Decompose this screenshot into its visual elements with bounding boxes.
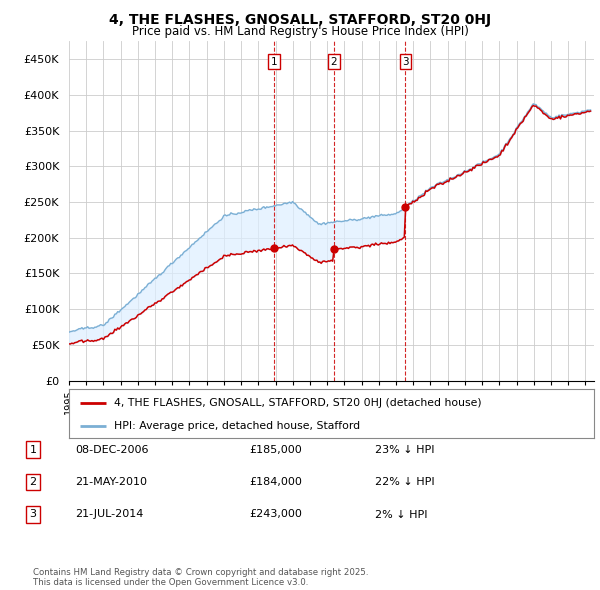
Text: £243,000: £243,000 (249, 510, 302, 519)
Text: 2% ↓ HPI: 2% ↓ HPI (375, 510, 427, 519)
Text: 22% ↓ HPI: 22% ↓ HPI (375, 477, 434, 487)
Text: £184,000: £184,000 (249, 477, 302, 487)
Text: 21-MAY-2010: 21-MAY-2010 (75, 477, 147, 487)
Text: 3: 3 (29, 510, 37, 519)
Text: Contains HM Land Registry data © Crown copyright and database right 2025.
This d: Contains HM Land Registry data © Crown c… (33, 568, 368, 587)
Text: 08-DEC-2006: 08-DEC-2006 (75, 445, 149, 454)
Text: 2: 2 (331, 57, 337, 67)
Text: 1: 1 (271, 57, 277, 67)
Text: 4, THE FLASHES, GNOSALL, STAFFORD, ST20 0HJ (detached house): 4, THE FLASHES, GNOSALL, STAFFORD, ST20 … (113, 398, 481, 408)
Text: 21-JUL-2014: 21-JUL-2014 (75, 510, 143, 519)
Text: £185,000: £185,000 (249, 445, 302, 454)
Text: 2: 2 (29, 477, 37, 487)
Text: 1: 1 (29, 445, 37, 454)
Text: 4, THE FLASHES, GNOSALL, STAFFORD, ST20 0HJ: 4, THE FLASHES, GNOSALL, STAFFORD, ST20 … (109, 13, 491, 27)
Text: HPI: Average price, detached house, Stafford: HPI: Average price, detached house, Staf… (113, 421, 360, 431)
Text: 23% ↓ HPI: 23% ↓ HPI (375, 445, 434, 454)
Text: Price paid vs. HM Land Registry's House Price Index (HPI): Price paid vs. HM Land Registry's House … (131, 25, 469, 38)
Text: 3: 3 (402, 57, 409, 67)
